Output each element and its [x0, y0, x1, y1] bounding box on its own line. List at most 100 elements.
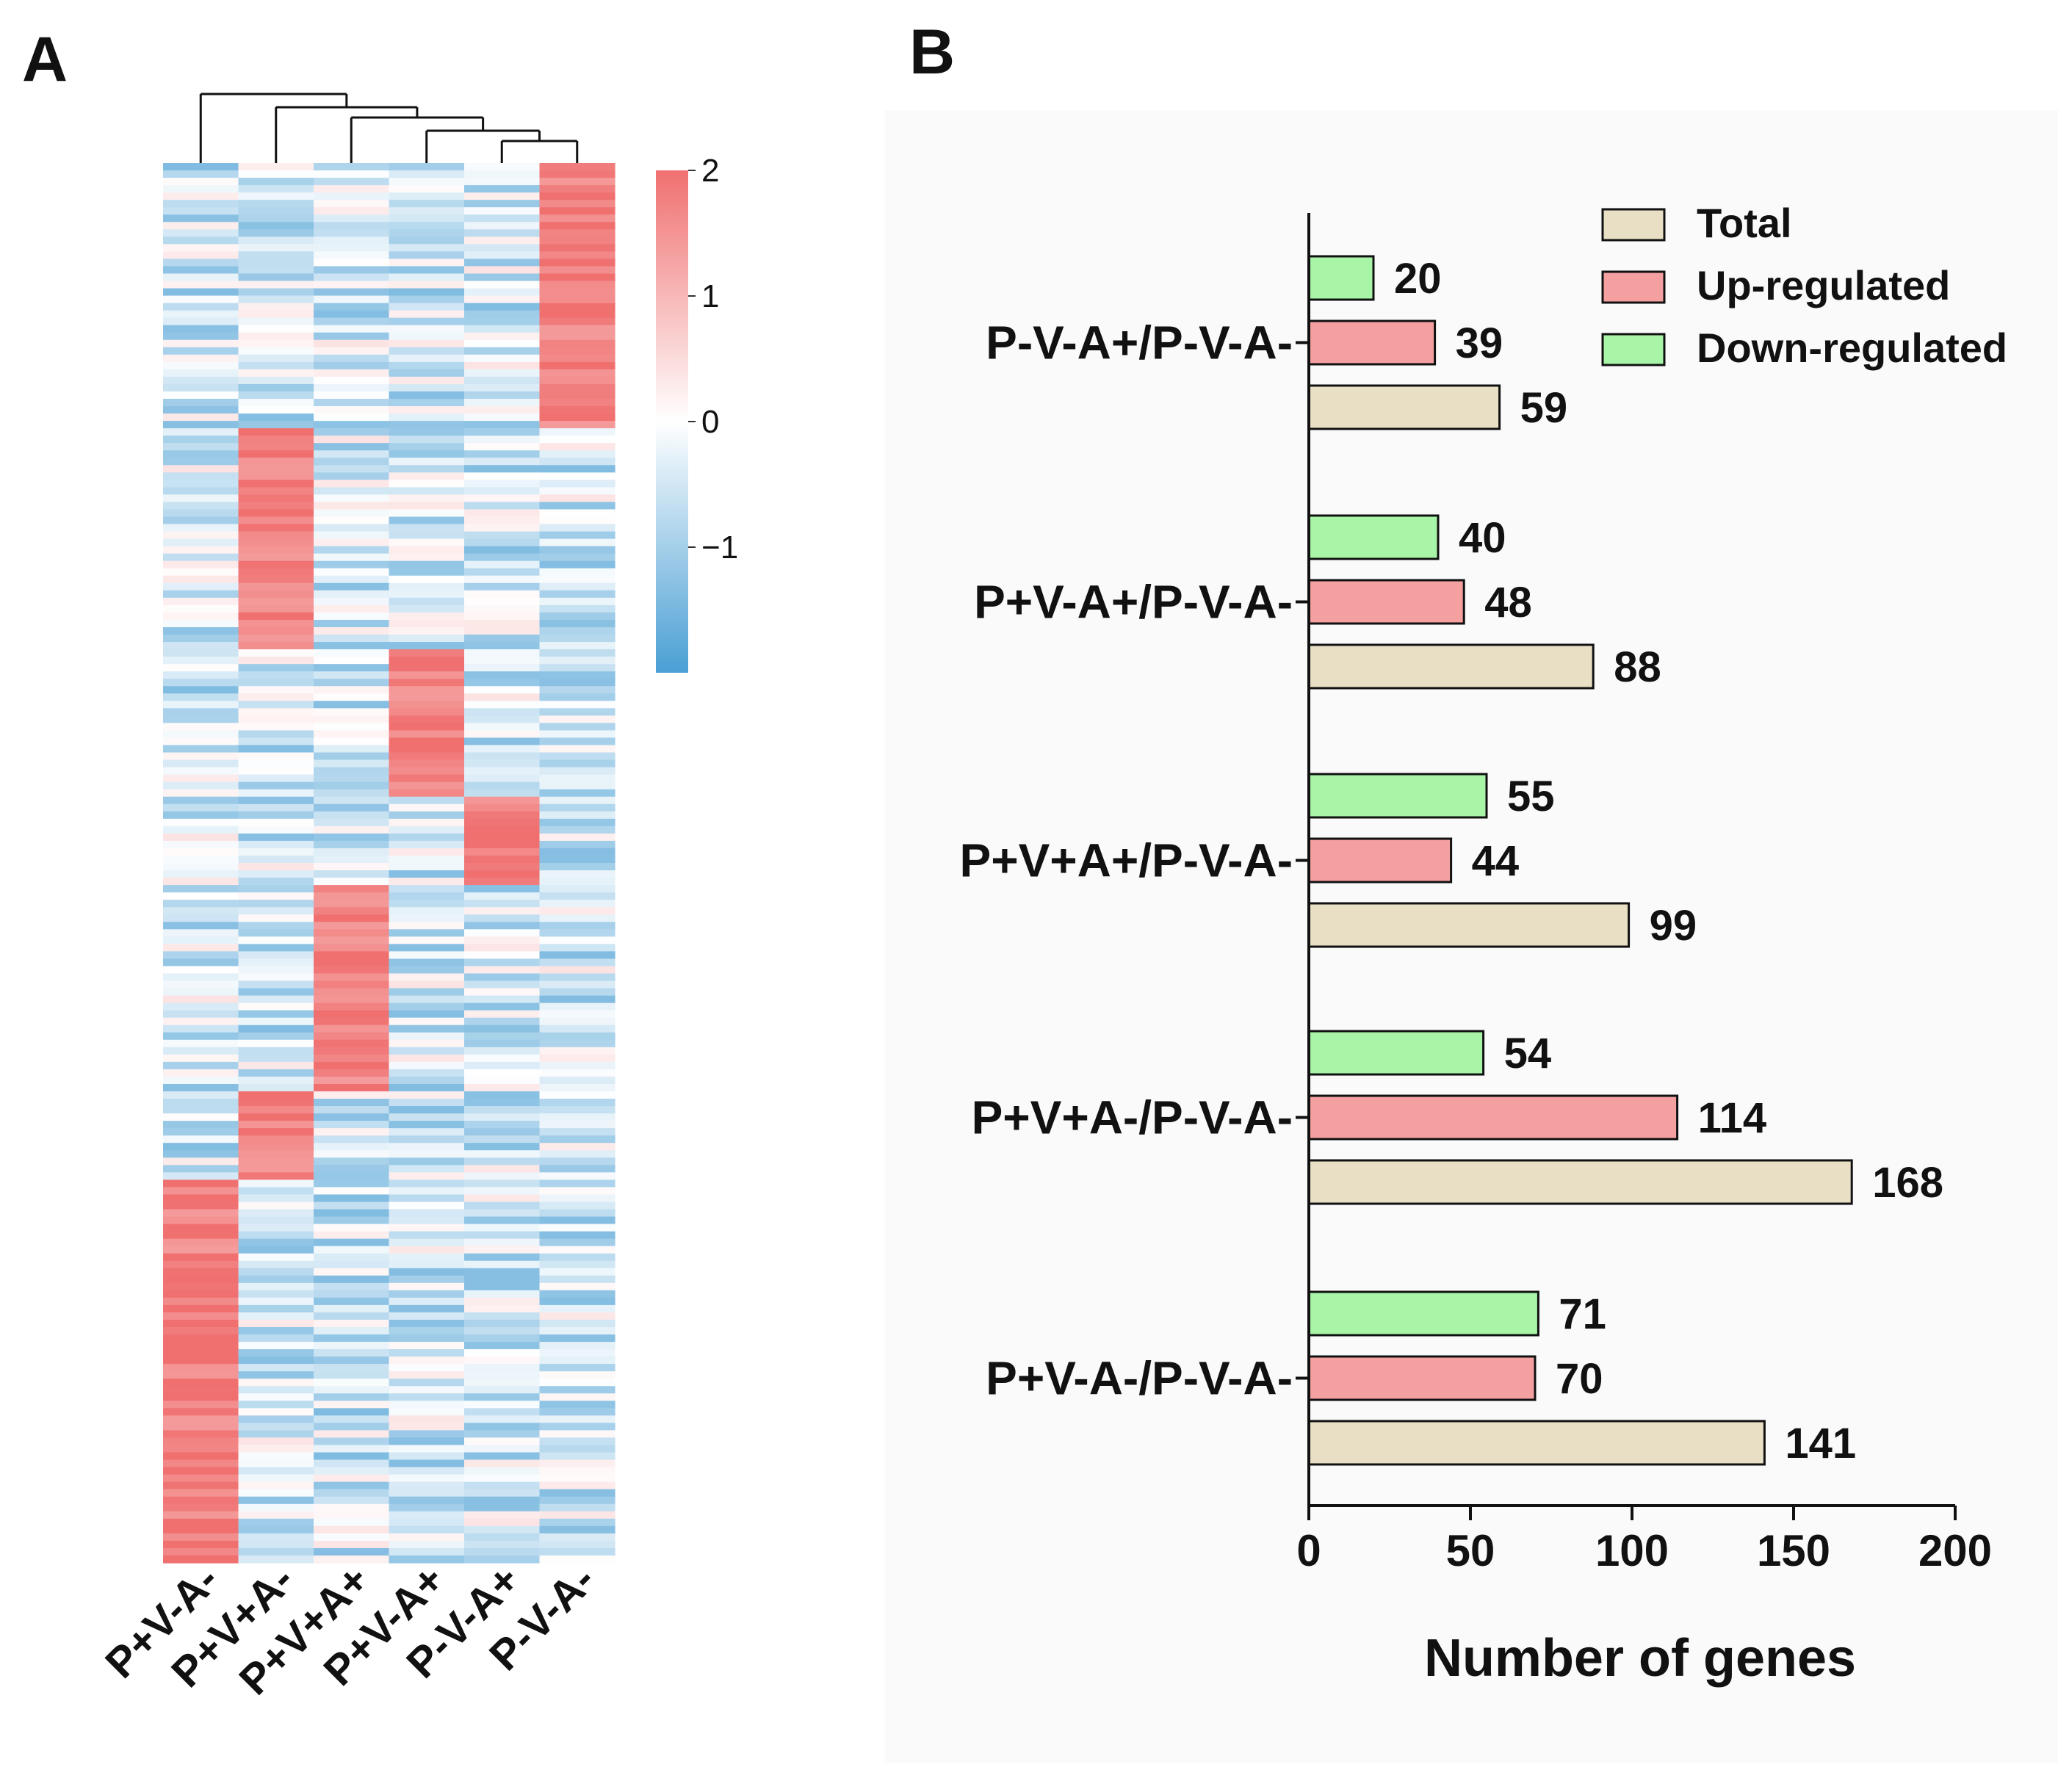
heatmap-cell [389, 369, 465, 377]
heatmap-cell [163, 1113, 239, 1121]
heatmap-cell [389, 1202, 465, 1210]
heatmap-cell [389, 737, 465, 746]
heatmap-cell [464, 339, 541, 348]
heatmap-cell [464, 1202, 541, 1210]
heatmap-cell [163, 1209, 239, 1218]
heatmap-cell [238, 1076, 314, 1085]
heatmap-cell [238, 332, 314, 341]
heatmap-cell [464, 281, 541, 289]
heatmap-cell [163, 317, 239, 326]
heatmap-cell [389, 789, 465, 798]
heatmap-cell [163, 1238, 239, 1247]
heatmap-cell [389, 170, 465, 178]
heatmap-cell [539, 1379, 615, 1387]
heatmap-cell [238, 597, 314, 606]
heatmap-cell [539, 1393, 615, 1401]
heatmap-cell [314, 1238, 390, 1247]
heatmap-cell [163, 1143, 239, 1151]
heatmap-cell [539, 1025, 615, 1033]
heatmap-cell [389, 1083, 465, 1092]
heatmap-cell [314, 538, 390, 547]
heatmap-cell [163, 443, 239, 451]
heatmap-cell [163, 789, 239, 798]
heatmap-cell [464, 259, 541, 267]
heatmap-cell [238, 1253, 314, 1262]
heatmap-cell [163, 1489, 239, 1497]
heatmap-cell [389, 266, 465, 275]
heatmap-cell [464, 516, 541, 525]
heatmap-cell [389, 325, 465, 333]
heatmap-cell [464, 1459, 541, 1468]
heatmap-cell [238, 185, 314, 193]
heatmap-cell [314, 1216, 390, 1225]
heatmap-cell [539, 1246, 615, 1254]
heatmap-cell [464, 458, 541, 466]
heatmap-cell [539, 1135, 615, 1144]
heatmap-cell [464, 538, 541, 547]
heatmap-cell [314, 1511, 390, 1520]
heatmap-cell [163, 399, 239, 407]
heatmap-cell [389, 833, 465, 842]
heatmap-cell [539, 1415, 615, 1423]
heatmap-cell [314, 715, 390, 723]
heatmap-cell [389, 936, 465, 944]
colorbar [656, 170, 688, 673]
heatmap-cell [314, 1474, 390, 1483]
heatmap-cell [464, 1128, 541, 1136]
heatmap-cell [163, 509, 239, 518]
heatmap-cell [539, 840, 615, 849]
heatmap-cell [238, 347, 314, 355]
heatmap-cell [314, 1415, 390, 1423]
heatmap-cell [539, 1172, 615, 1180]
heatmap-cell [314, 1408, 390, 1416]
heatmap-cell [314, 361, 390, 370]
heatmap-cell [389, 1459, 465, 1468]
bar-down-regulated [1307, 1290, 1539, 1337]
heatmap-cell [389, 450, 465, 458]
heatmap-cell [389, 332, 465, 341]
heatmap-cell [314, 214, 390, 223]
heatmap-cell [464, 833, 541, 842]
heatmap-cell [539, 391, 615, 400]
heatmap-cell [464, 885, 541, 893]
heatmap-cell [314, 1334, 390, 1343]
heatmap-cell [314, 973, 390, 982]
heatmap-cell [238, 428, 314, 436]
heatmap-cell [389, 730, 465, 739]
heatmap-cell [238, 1231, 314, 1240]
heatmap-cell [163, 332, 239, 341]
heatmap-cell [163, 1401, 239, 1409]
heatmap-cell [539, 1371, 615, 1379]
heatmap-cell [238, 1216, 314, 1225]
heatmap-cell [389, 988, 465, 997]
heatmap-cell [314, 1076, 390, 1085]
heatmap-cell [238, 1099, 314, 1107]
heatmap-cell [539, 1209, 615, 1218]
heatmap-cell [314, 1260, 390, 1269]
heatmap-cell [314, 450, 390, 458]
category-label: P-V-A+/P-V-A- [986, 317, 1293, 369]
heatmap-cell [314, 604, 390, 613]
heatmap-cell [389, 1002, 465, 1011]
heatmap-cell [314, 885, 390, 893]
heatmap-cell [238, 192, 314, 200]
bar-total [1307, 1420, 1766, 1466]
heatmap-cell [389, 413, 465, 422]
heatmap-cell [314, 524, 390, 532]
heatmap-cell [163, 1106, 239, 1114]
heatmap-cell [238, 1135, 314, 1144]
heatmap-cell [539, 995, 615, 1004]
heatmap-cell [163, 178, 239, 186]
heatmap-cell [163, 391, 239, 400]
heatmap-cell [314, 582, 390, 591]
heatmap-cell [314, 966, 390, 975]
heatmap-cell [163, 200, 239, 208]
heatmap-cell [163, 1297, 239, 1306]
heatmap-cell [163, 1047, 239, 1055]
heatmap-cell [314, 679, 390, 687]
heatmap-cell [314, 1202, 390, 1210]
heatmap-cell [389, 222, 465, 230]
heatmap-cell [539, 303, 615, 311]
bar-value-label: 55 [1507, 773, 1555, 820]
heatmap-cell [163, 1445, 239, 1453]
